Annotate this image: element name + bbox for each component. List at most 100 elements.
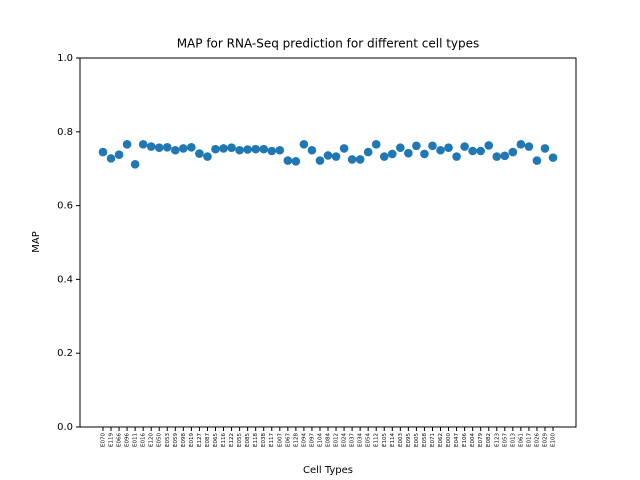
point	[307, 145, 317, 155]
x-tick-label: E105	[382, 433, 388, 447]
point	[396, 143, 405, 152]
x-tick-label: E003	[398, 433, 404, 447]
point	[106, 154, 116, 163]
x-tick-label: E065	[213, 433, 219, 447]
x-tick-label: E095	[406, 433, 412, 447]
point	[339, 144, 349, 153]
point	[227, 143, 236, 152]
x-tick-label: E000	[446, 433, 452, 447]
y-tick-label: 0.6	[57, 201, 73, 212]
x-tick-label: E098	[181, 433, 187, 447]
y-tick-label: 0.8	[57, 127, 73, 138]
x-tick-label: E005	[414, 433, 420, 447]
x-tick-label: E128	[293, 433, 299, 447]
point	[154, 143, 164, 152]
point	[130, 159, 140, 169]
point	[315, 156, 325, 165]
point	[532, 156, 542, 165]
x-tick-label: E085	[245, 433, 251, 447]
x-tick-label: E094	[301, 433, 307, 447]
x-tick-label: E062	[438, 433, 444, 447]
point	[187, 142, 196, 152]
x-tick-label: E087	[205, 433, 211, 447]
point	[283, 156, 293, 165]
x-tick-label: E082	[486, 433, 492, 447]
x-tick-label: E067	[285, 433, 291, 447]
point	[540, 144, 550, 153]
x-tick-label: E118	[253, 433, 259, 447]
x-tick-label: E070	[100, 433, 106, 447]
point	[267, 146, 277, 156]
point	[331, 152, 341, 161]
point	[275, 145, 285, 155]
plot-frame	[79, 57, 577, 428]
x-tick-label: E120	[149, 433, 155, 447]
point	[291, 157, 301, 166]
point	[323, 151, 333, 160]
point	[122, 140, 132, 149]
x-tick-label: E011	[133, 433, 139, 447]
x-tick-label: E122	[229, 433, 235, 447]
point	[524, 142, 534, 151]
point	[468, 146, 477, 156]
point	[243, 145, 252, 154]
point	[355, 155, 365, 164]
point	[211, 144, 220, 154]
x-tick-label: E117	[269, 433, 275, 447]
x-tick-label: E034	[358, 433, 364, 447]
point	[179, 144, 188, 153]
point	[452, 152, 461, 161]
point	[484, 141, 494, 150]
point	[162, 142, 172, 152]
x-tick-label: E123	[494, 433, 500, 447]
x-tick-label: E053	[165, 433, 171, 447]
point	[379, 152, 389, 161]
x-tick-label: E004	[470, 433, 476, 447]
x-tick-label: E029	[542, 433, 548, 447]
point	[203, 152, 212, 161]
x-tick-label: E116	[221, 433, 227, 447]
point	[492, 152, 502, 161]
x-tick-label: E024	[342, 433, 348, 447]
point	[259, 144, 269, 154]
x-tick-label: E079	[478, 433, 484, 447]
x-tick-label: E026	[534, 433, 540, 447]
y-tick-label: 0.0	[57, 422, 73, 433]
x-tick-label: E007	[277, 433, 283, 447]
point	[114, 150, 124, 159]
point	[428, 141, 437, 151]
point	[387, 149, 397, 159]
x-tick-label: E097	[309, 433, 315, 447]
chart-title: MAP for RNA-Seq prediction for different…	[177, 37, 480, 51]
x-tick-label: E019	[189, 433, 195, 447]
point	[299, 140, 309, 149]
point	[98, 147, 108, 157]
x-tick-label: E055	[237, 433, 243, 447]
x-tick-label: E104	[317, 433, 323, 447]
x-tick-label: E084	[326, 433, 332, 447]
x-tick-label: E061	[518, 433, 524, 447]
point	[508, 147, 518, 157]
x-tick-label: E066	[117, 433, 123, 447]
x-tick-label: E106	[462, 433, 468, 447]
point	[516, 140, 526, 149]
x-axis-label: Cell Types	[303, 465, 353, 476]
x-tick-label: E059	[173, 433, 179, 447]
x-tick-label: E112	[374, 433, 380, 447]
x-tick-label: E037	[350, 433, 356, 447]
point	[371, 140, 381, 149]
x-tick-label: E016	[141, 433, 147, 447]
point	[363, 147, 373, 157]
point	[195, 149, 204, 158]
x-tick-label: E057	[502, 433, 508, 447]
point	[444, 143, 453, 152]
x-tick-label: E100	[551, 433, 557, 447]
x-tick-label: E013	[510, 433, 516, 447]
x-tick-label: E012	[334, 433, 340, 447]
x-tick-label: E127	[197, 433, 203, 447]
x-tick-label: E047	[454, 433, 460, 447]
x-tick-label: E038	[261, 433, 267, 447]
x-tick-label: E096	[125, 433, 131, 447]
point	[548, 153, 558, 162]
x-tick-label: E058	[422, 433, 428, 447]
